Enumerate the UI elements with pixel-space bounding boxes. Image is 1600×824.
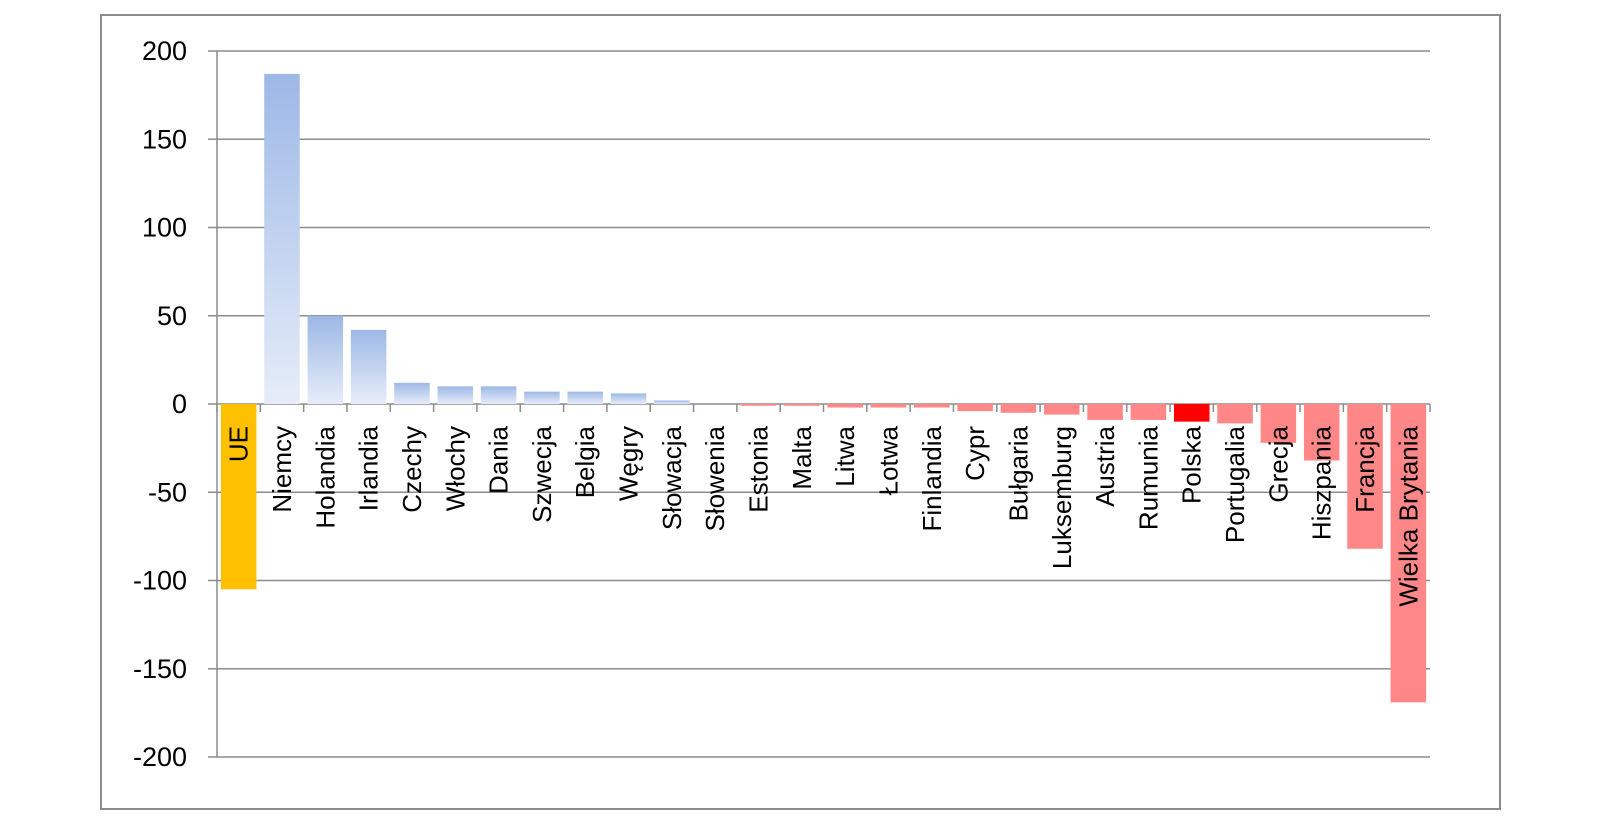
category-label: Finlandia — [917, 425, 947, 531]
category-label: Szwecja — [527, 425, 557, 522]
category-label: Hiszpania — [1307, 425, 1337, 540]
category-label: Francja — [1350, 425, 1380, 512]
category-label: Rumunia — [1133, 425, 1163, 530]
y-tick-labels: 200 150 100 50 0 -50 -100 -150 -200 — [133, 36, 187, 772]
category-label: Węgry — [614, 426, 644, 501]
category-label: Malta — [787, 425, 817, 489]
bar — [784, 404, 820, 406]
category-label: Austria — [1090, 425, 1120, 506]
gridlines — [217, 50, 1430, 758]
bar — [264, 73, 300, 404]
y-tick-label: 200 — [142, 36, 187, 66]
category-label: UE — [224, 426, 254, 462]
category-label: Dania — [484, 425, 514, 493]
bar — [220, 404, 257, 590]
category-label: Czechy — [397, 426, 427, 513]
category-label: Cypr — [960, 426, 990, 481]
bar — [1130, 404, 1167, 420]
bars — [220, 73, 1427, 703]
bar — [524, 391, 560, 404]
category-label: Belgia — [570, 425, 600, 498]
bar — [740, 404, 777, 406]
bar — [654, 400, 690, 404]
bar — [1000, 404, 1037, 413]
bar — [480, 386, 517, 404]
bar — [350, 329, 387, 404]
y-tick-label: -100 — [133, 566, 187, 596]
category-label: Holandia — [310, 425, 340, 528]
y-tick-label: -50 — [148, 477, 187, 507]
category-label: Luksemburg — [1047, 426, 1077, 569]
category-label: Wielka Brytania — [1393, 425, 1423, 606]
category-label: Portugalia — [1220, 425, 1250, 543]
bar — [437, 386, 474, 404]
bar — [1390, 404, 1427, 703]
chart-frame — [100, 14, 1501, 810]
y-tick-label: 100 — [142, 213, 187, 243]
bar — [1087, 404, 1123, 420]
bar — [827, 404, 863, 408]
y-tick-label: -200 — [133, 742, 187, 772]
category-label: Słowacja — [657, 425, 687, 530]
bar — [1044, 404, 1080, 415]
y-tick-label: 150 — [142, 124, 187, 154]
category-label: Włochy — [440, 426, 470, 511]
bar — [567, 391, 603, 404]
category-label: Słowenia — [700, 425, 730, 531]
category-label: Litwa — [830, 425, 860, 486]
bar — [1173, 404, 1210, 422]
bar — [957, 404, 993, 412]
category-label: Polska — [1177, 425, 1207, 504]
bar — [1217, 404, 1253, 424]
bar — [1303, 404, 1340, 461]
bar — [870, 404, 907, 408]
category-labels: UE Niemcy Holandia Irlandia Czechy Włochy Dani… — [224, 425, 1424, 606]
category-label: Niemcy — [267, 426, 297, 513]
y-tick-label: 50 — [157, 301, 187, 331]
bar — [307, 315, 344, 404]
category-label: Bułgaria — [1003, 425, 1033, 521]
bar — [1260, 404, 1297, 443]
category-label: Irlandia — [354, 425, 384, 511]
bar — [1347, 404, 1383, 549]
category-label: Grecja — [1263, 425, 1293, 502]
y-tick-label: 0 — [172, 389, 187, 419]
bar — [394, 382, 430, 404]
y-tick-label: -150 — [133, 654, 187, 684]
category-label: Estonia — [744, 425, 774, 512]
category-label: Łotwa — [873, 425, 903, 495]
bar — [914, 404, 950, 408]
bar — [610, 393, 647, 404]
